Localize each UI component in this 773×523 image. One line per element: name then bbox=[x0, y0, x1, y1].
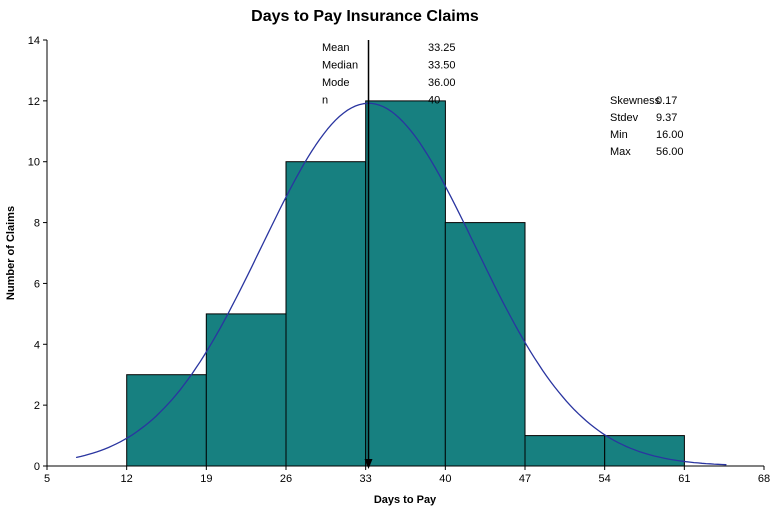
y-axis-tick-label: 4 bbox=[34, 339, 40, 351]
x-axis-tick-label: 40 bbox=[439, 473, 451, 485]
x-axis-tick-label: 61 bbox=[678, 473, 690, 485]
stat-value: 33.25 bbox=[428, 42, 456, 54]
stat-label: Max bbox=[610, 146, 631, 158]
stat-label: Mean bbox=[322, 42, 350, 54]
stat-value: 40 bbox=[428, 95, 440, 107]
stat-label: Skewness bbox=[610, 95, 661, 107]
x-axis-tick-label: 19 bbox=[200, 473, 212, 485]
x-axis-title: Days to Pay bbox=[374, 494, 437, 506]
y-axis-tick-label: 6 bbox=[34, 278, 40, 290]
histogram-bar bbox=[444, 222, 526, 467]
stat-label: Median bbox=[322, 60, 358, 72]
histogram-bar bbox=[524, 435, 606, 467]
normal-curve bbox=[75, 102, 727, 466]
stat-value: 33.50 bbox=[428, 60, 456, 72]
histogram-bar bbox=[365, 100, 446, 467]
y-axis-tick-label: 8 bbox=[34, 218, 40, 230]
y-axis-title: Number of Claims bbox=[5, 206, 17, 300]
stat-label: Stdev bbox=[610, 112, 639, 124]
x-axis-tick-label: 54 bbox=[599, 473, 611, 485]
histogram-bar bbox=[126, 374, 207, 467]
x-axis-tick-label: 68 bbox=[758, 473, 770, 485]
y-axis-tick-label: 2 bbox=[34, 400, 40, 412]
histogram-bar bbox=[285, 161, 367, 467]
x-axis-tick-label: 33 bbox=[360, 473, 372, 485]
histogram-bar bbox=[205, 313, 287, 467]
histogram-bar bbox=[604, 435, 685, 467]
y-axis-tick-label: 12 bbox=[28, 96, 40, 108]
stat-value: 56.00 bbox=[656, 146, 684, 158]
x-axis-tick-label: 12 bbox=[121, 473, 133, 485]
x-axis-tick-label: 26 bbox=[280, 473, 292, 485]
stat-value: 0.17 bbox=[656, 95, 677, 107]
y-axis-tick-label: 0 bbox=[34, 461, 40, 473]
x-axis-tick-label: 47 bbox=[519, 473, 531, 485]
stat-label: Mode bbox=[322, 77, 350, 89]
stat-label: n bbox=[322, 95, 328, 107]
x-axis-tick-label: 5 bbox=[44, 473, 50, 485]
chart-title: Days to Pay Insurance Claims bbox=[251, 8, 479, 25]
y-axis-tick-label: 14 bbox=[28, 35, 40, 47]
stat-value: 36.00 bbox=[428, 77, 456, 89]
mean-line-arrow-icon bbox=[364, 459, 373, 469]
y-axis-tick-label: 10 bbox=[28, 157, 40, 169]
stat-value: 9.37 bbox=[656, 112, 677, 124]
stat-label: Min bbox=[610, 129, 628, 141]
stat-value: 16.00 bbox=[656, 129, 684, 141]
